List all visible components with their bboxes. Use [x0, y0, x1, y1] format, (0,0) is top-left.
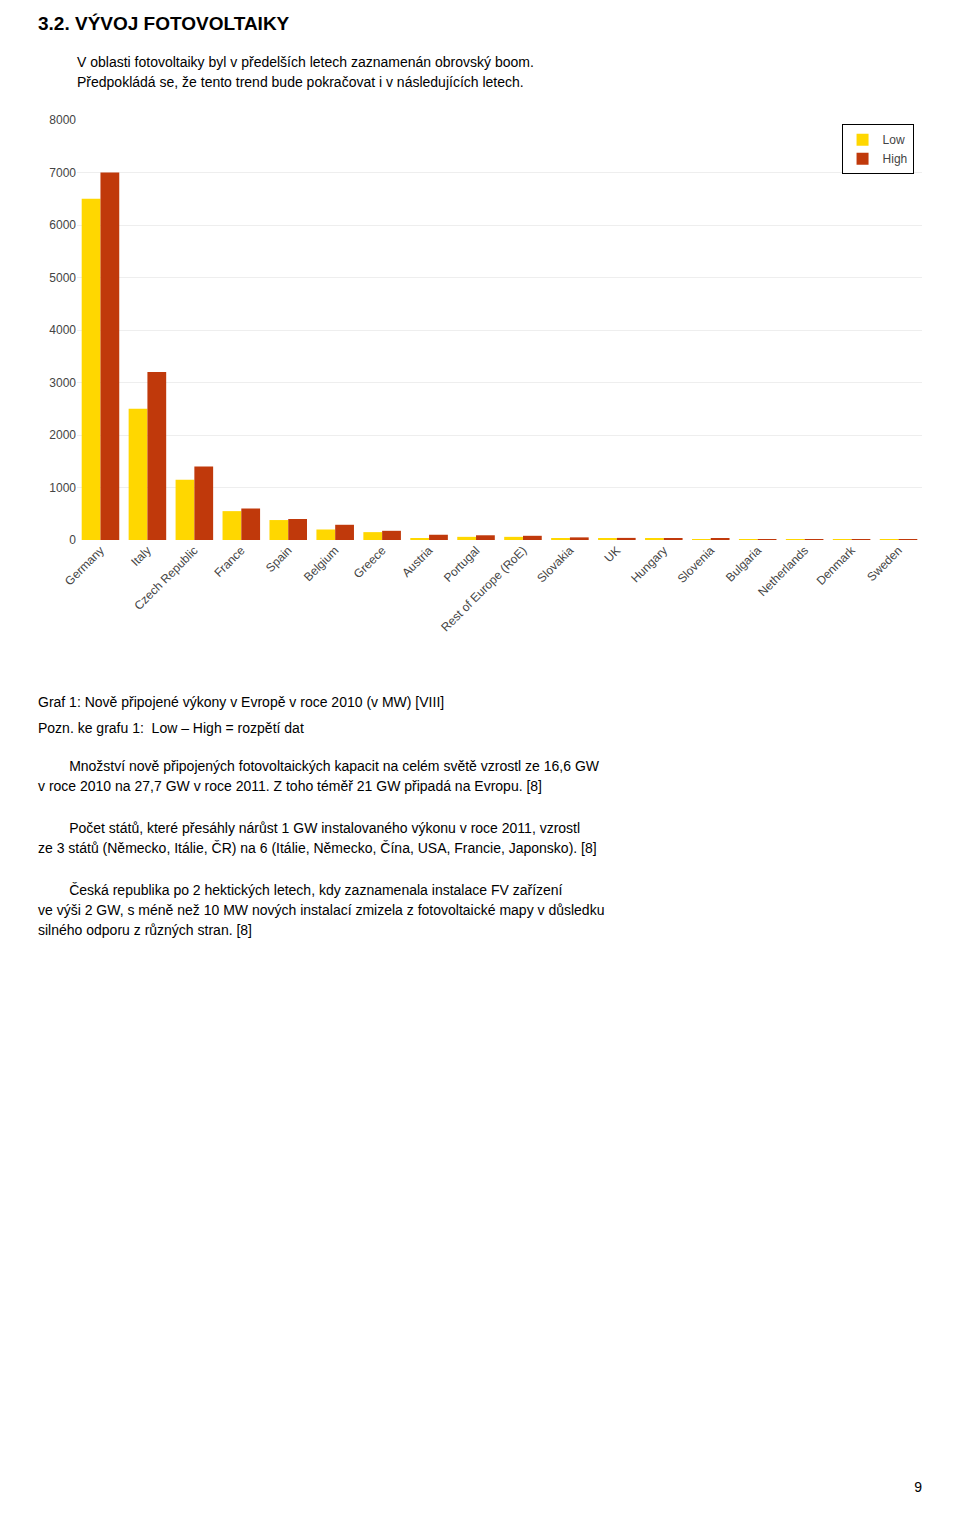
svg-text:Denmark: Denmark — [814, 543, 859, 588]
html-text:3.2. VÝVOJ FOTOVOLTAIKY: 3.2. VÝVOJ FOTOVOLTAIKY — [38, 13, 290, 34]
html-text:9: 9 — [914, 1479, 922, 1495]
svg-text:Slovakia: Slovakia — [534, 543, 576, 585]
svg-text:Portugal: Portugal — [441, 543, 483, 585]
svg-text:Sweden: Sweden — [864, 543, 905, 584]
svg-text:Greece: Greece — [351, 543, 389, 581]
svg-text:6000: 6000 — [49, 218, 76, 232]
svg-text:Rest of Europe (RoE): Rest of Europe (RoE) — [438, 543, 529, 634]
svg-text:Low: Low — [883, 133, 905, 147]
html-text:Pozn. ke grafu 1: Low – High =: Pozn. ke grafu 1: Low – High = rozpětí d… — [38, 720, 304, 736]
svg-text:8000: 8000 — [49, 113, 76, 127]
html-text:Česká republika po 2 hektickýc: Česká republika po 2 hektických letech, … — [38, 882, 605, 938]
svg-text:Belgium: Belgium — [301, 543, 342, 584]
svg-text:0: 0 — [69, 533, 76, 547]
svg-text:France: France — [211, 543, 248, 580]
svg-text:Germany: Germany — [62, 543, 107, 588]
html-text:Počet států, které přesáhly ná: Počet států, které přesáhly nárůst 1 GW … — [38, 820, 597, 856]
svg-text:Bulgaria: Bulgaria — [723, 543, 764, 584]
svg-text:1000: 1000 — [49, 481, 76, 495]
svg-text:Italy: Italy — [128, 543, 153, 568]
svg-text:2000: 2000 — [49, 428, 76, 442]
html-text:Graf 1: Nově připojené výkony: Graf 1: Nově připojené výkony v Evropě v… — [38, 694, 445, 710]
svg-text:Spain: Spain — [263, 543, 295, 575]
svg-text:5000: 5000 — [49, 271, 76, 285]
svg-text:7000: 7000 — [49, 166, 76, 180]
svg-text:Slovenia: Slovenia — [675, 543, 718, 586]
svg-text:High: High — [883, 152, 908, 166]
svg-text:UK: UK — [602, 543, 624, 565]
svg-text:4000: 4000 — [49, 323, 76, 337]
svg-text:Hungary: Hungary — [628, 543, 670, 585]
svg-text:Netherlands: Netherlands — [755, 543, 811, 599]
html-text:V oblasti fotovoltaiky byl v p: V oblasti fotovoltaiky byl v předelších … — [77, 54, 534, 90]
html-text:Množství nově připojených foto: Množství nově připojených fotovoltaickýc… — [38, 758, 599, 794]
svg-text:Austria: Austria — [399, 543, 436, 580]
svg-text:Czech Republic: Czech Republic — [131, 543, 200, 612]
svg-text:3000: 3000 — [49, 376, 76, 390]
